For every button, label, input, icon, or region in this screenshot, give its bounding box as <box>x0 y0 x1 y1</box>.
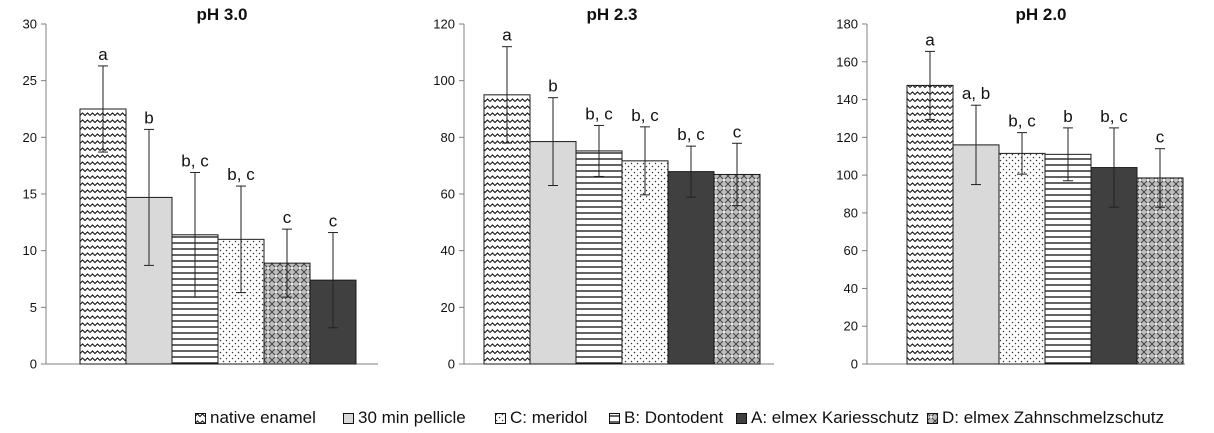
significance-label: b <box>548 77 557 96</box>
significance-label: b, c <box>181 151 209 170</box>
significance-label: c <box>733 122 742 141</box>
charts-canvas: pH 3.0 0 5 10 15 20 25 30 a b b, c b, c c c pH 2.3 0 20 4… <box>23 5 1185 372</box>
y-tick-label: 80 <box>844 205 858 220</box>
chart-title: pH 3.0 <box>196 5 247 24</box>
legend-label: B: Dontodent <box>624 408 724 427</box>
legend-item-30-min-pellicle: 30 min pellicle <box>343 408 466 428</box>
y-tick-label: 0 <box>448 357 455 372</box>
y-tick-label: 160 <box>836 54 858 69</box>
bar <box>1044 153 1092 365</box>
y-tick-label: 60 <box>844 243 858 258</box>
significance-label: b <box>1063 107 1072 126</box>
significance-label: b, c <box>631 106 659 125</box>
legend-swatch-elmex-kariesschutz <box>736 412 747 424</box>
chart-panel: pH 3.0 0 5 10 15 20 25 30 a b b, c b, c c c <box>23 5 378 372</box>
significance-label: a <box>98 45 108 64</box>
y-tick-label: 0 <box>30 357 37 372</box>
legend-label: 30 min pellicle <box>358 408 466 427</box>
y-tick-label: 60 <box>441 187 455 202</box>
y-tick-label: 120 <box>836 130 858 145</box>
y-tick-label: 20 <box>844 319 858 334</box>
legend-item-dontodent: B: Dontodent <box>609 408 723 428</box>
y-tick-label: 5 <box>30 300 37 315</box>
y-tick-label: 180 <box>836 17 858 32</box>
significance-label: b, c <box>585 104 613 123</box>
y-tick-label: 80 <box>441 130 455 145</box>
significance-label: c <box>1156 128 1165 147</box>
chart-panel: pH 2.0 0 20 40 60 80 100 120 140 160 180 a a, b b, c b… <box>836 5 1185 372</box>
y-tick-label: 40 <box>844 281 858 296</box>
bar <box>998 152 1046 365</box>
legend-swatch-30-min-pellicle <box>343 412 354 424</box>
legend-item-meridol: C: meridol <box>495 408 587 428</box>
legend-label: D: elmex Zahnschmelzschutz <box>942 408 1165 427</box>
y-tick-label: 30 <box>23 17 37 32</box>
bar <box>1136 177 1184 365</box>
significance-label: b, c <box>1008 112 1036 131</box>
y-tick-label: 140 <box>836 92 858 107</box>
y-tick-label: 10 <box>23 243 37 258</box>
legend-swatch-meridol <box>495 412 506 424</box>
significance-label: b, c <box>227 165 255 184</box>
significance-label: b, c <box>677 125 705 144</box>
chart-panel: pH 2.3 0 20 40 60 80 100 120 a b b, c b, c b, c c <box>433 5 774 372</box>
significance-label: c <box>283 208 292 227</box>
bar <box>906 84 954 365</box>
y-tick-label: 120 <box>433 17 455 32</box>
y-tick-label: 0 <box>851 357 858 372</box>
y-tick-label: 20 <box>23 130 37 145</box>
y-tick-label: 40 <box>441 243 455 258</box>
y-tick-label: 20 <box>441 300 455 315</box>
legend-swatch-dontodent <box>609 412 620 424</box>
legend-swatch-elmex-zahnschmelzschutz <box>927 412 938 424</box>
y-tick-label: 100 <box>433 73 455 88</box>
legend-item-elmex-kariesschutz: A: elmex Kariesschutz <box>736 408 919 428</box>
chart-title: pH 2.0 <box>1015 5 1066 24</box>
significance-label: a <box>502 26 512 45</box>
legend-label: A: elmex Kariesschutz <box>751 408 920 427</box>
legend-item-native-enamel: native enamel <box>195 408 316 428</box>
significance-label: a, b <box>962 84 990 103</box>
significance-label: a <box>925 30 935 49</box>
bar <box>529 141 577 365</box>
significance-label: b, c <box>1100 107 1128 126</box>
legend-swatch-native-enamel <box>195 412 206 424</box>
legend: native enamel 30 min pellicle C: meridol… <box>0 408 1214 432</box>
chart-title: pH 2.3 <box>586 5 637 24</box>
significance-label: b <box>144 108 153 127</box>
legend-item-elmex-zahnschmelzschutz: D: elmex Zahnschmelzschutz <box>927 408 1164 428</box>
bar <box>575 150 623 365</box>
legend-label: C: meridol <box>510 408 588 427</box>
y-tick-label: 15 <box>23 187 37 202</box>
bar <box>667 171 715 365</box>
y-tick-label: 100 <box>836 168 858 183</box>
y-tick-label: 25 <box>23 73 37 88</box>
legend-label: native enamel <box>210 408 316 427</box>
significance-label: c <box>329 212 338 231</box>
